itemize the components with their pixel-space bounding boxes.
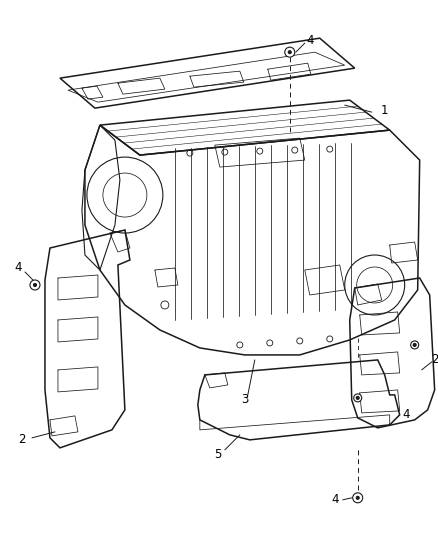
Text: 4: 4 [14,262,22,274]
Text: 2: 2 [431,353,438,366]
Text: 3: 3 [241,393,248,406]
Circle shape [413,343,416,346]
Text: 1: 1 [381,103,389,117]
Circle shape [285,47,295,57]
Text: 4: 4 [306,34,314,47]
Circle shape [30,280,40,290]
Text: 5: 5 [214,448,222,462]
Circle shape [356,496,359,499]
Text: 4: 4 [331,494,339,506]
Text: 4: 4 [402,408,410,422]
Circle shape [353,493,363,503]
Circle shape [33,284,36,286]
Circle shape [288,51,291,54]
Circle shape [411,341,419,349]
Circle shape [356,397,359,399]
Circle shape [354,394,362,402]
Text: 2: 2 [18,433,26,446]
